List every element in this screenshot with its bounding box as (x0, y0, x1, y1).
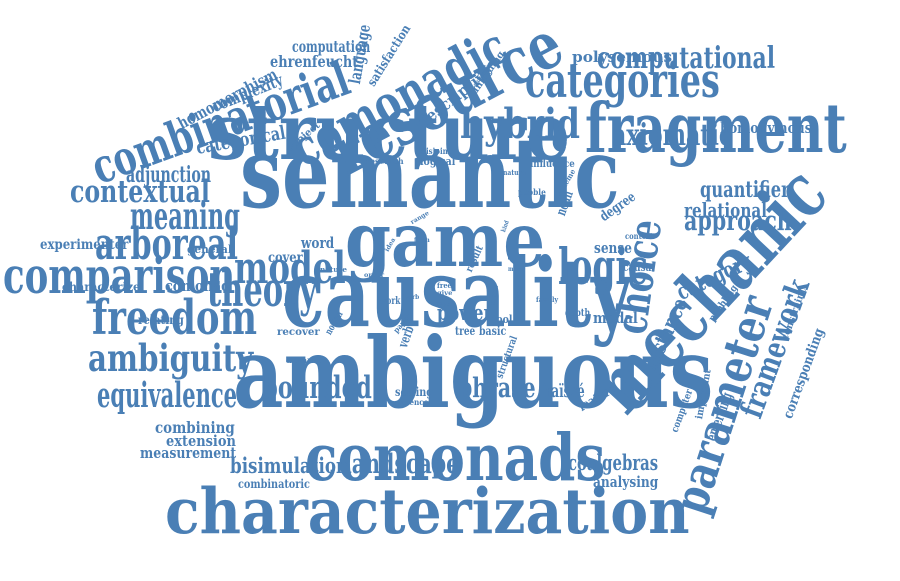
word-relational: relational (684, 198, 768, 222)
word-polysemous: polysemous (572, 48, 673, 66)
word-cover: cover (268, 250, 303, 266)
word-ambiguous: ambiguous (233, 315, 714, 430)
word-research: research (366, 157, 404, 167)
word-comonad: comonad (165, 277, 231, 295)
word-type: type (436, 301, 451, 308)
word-computational: computational (597, 41, 776, 76)
word-game: game (345, 196, 546, 284)
word-tree: tree (455, 323, 476, 338)
word-setting: setting (395, 384, 434, 399)
word-theory: theory (207, 262, 318, 318)
word-adjunction: adjunction (126, 162, 212, 188)
word-give: give (437, 290, 453, 297)
word-default: default (286, 356, 321, 366)
word-causal: causal (623, 259, 655, 274)
word-sense: sense (594, 239, 632, 257)
word-categories: categories (525, 53, 720, 109)
word-comparison: comparison (3, 246, 236, 305)
word-pebble: pebble (518, 188, 546, 198)
word-comonads: comonads (305, 420, 606, 496)
word-power: power (437, 301, 493, 326)
word-fraisse: fraïssé (540, 382, 585, 402)
word-model: model (234, 243, 346, 294)
word-combining: combining (155, 418, 235, 437)
word-fragment: fragment (585, 88, 847, 169)
word-ehrenfeucht: ehrenfeucht (270, 52, 359, 71)
word-recover: recover (277, 327, 320, 338)
word-family: family (536, 295, 559, 304)
word-approach: approach (684, 205, 792, 237)
word-word: word (301, 234, 335, 252)
word-influence: influence (530, 159, 575, 170)
word-context: context (625, 232, 654, 242)
word-semantic: semantic (240, 115, 620, 230)
word-phrase: phrase (458, 372, 536, 404)
word-arboreal: arboreal (95, 219, 239, 270)
word-basic: basic (479, 323, 507, 338)
word-free: free (437, 281, 452, 290)
word-natural: natural (503, 168, 528, 177)
word-science: science (398, 398, 429, 408)
word-bisimulation: bisimulation (230, 454, 349, 479)
word-work: work (380, 296, 401, 307)
word-meaning: meaning (130, 194, 240, 238)
word-structure: structure (208, 87, 571, 178)
word-freedom: freedom (92, 290, 258, 346)
word-characterization: characterization (165, 474, 690, 548)
word-tool: tool (492, 312, 513, 326)
word-landscape: landscape (344, 448, 460, 480)
word-bounded: bounded (262, 370, 372, 406)
word-equivalence: equivalence (97, 375, 238, 416)
word-form: form (414, 237, 430, 244)
word-characterize: characterize (62, 279, 141, 294)
word-hybrid: hybrid (460, 99, 581, 148)
word-quantifier: quantifier (700, 177, 790, 203)
word-causality: causality (282, 238, 632, 349)
word-logical: logical (420, 154, 456, 168)
word-measurement: measurement (140, 444, 237, 462)
word-order: order (364, 272, 385, 279)
word-modal: modal (593, 309, 638, 327)
word-logic: logic (558, 237, 648, 296)
word-depth: depth (565, 308, 591, 319)
word-combinatoric: combinatoric (238, 476, 310, 491)
word-relating: relating (138, 312, 184, 327)
word-extension: extension (166, 432, 236, 450)
word-verb-2: verb (405, 294, 420, 301)
word-nature: nature (320, 265, 347, 274)
word-computation: computation (292, 37, 371, 56)
word-disjoint: disjoint (421, 147, 452, 157)
word-coalgebras: coalgebras (568, 451, 659, 476)
word-experimenter: experimenter (40, 237, 129, 253)
word-analysing: analysing (593, 473, 659, 491)
word-contextual: contextual (70, 174, 210, 210)
word-axiomatic: axiomatic (612, 118, 733, 153)
word-general: general (187, 242, 232, 256)
word-homonymous: homonymous (720, 119, 812, 137)
word-more: more (508, 266, 524, 273)
word-ambiguity: ambiguity (88, 336, 254, 380)
